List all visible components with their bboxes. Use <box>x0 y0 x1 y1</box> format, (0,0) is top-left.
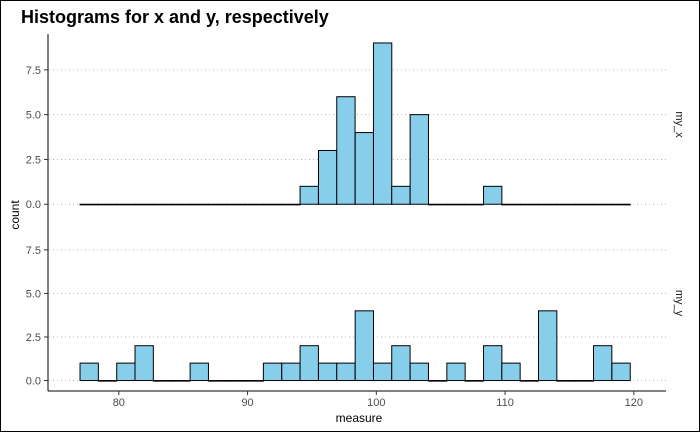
bar <box>354 132 375 205</box>
bar <box>281 203 301 206</box>
bar <box>519 203 539 206</box>
x-tick-label: 80 <box>113 397 125 409</box>
bar <box>556 203 576 206</box>
bar <box>409 114 429 205</box>
bar <box>226 380 246 382</box>
x-tick-label: 110 <box>496 397 514 409</box>
bar <box>336 96 356 205</box>
bar <box>152 203 173 206</box>
bar <box>189 203 209 206</box>
bar <box>427 380 448 382</box>
y-tick-label: 0.0 <box>26 376 41 388</box>
bar <box>391 345 411 382</box>
bar <box>611 203 631 206</box>
bar <box>501 362 521 382</box>
bar <box>409 362 429 382</box>
bar <box>354 310 375 382</box>
bar <box>483 345 503 382</box>
bar <box>244 380 264 382</box>
bar <box>538 203 558 206</box>
bar <box>574 203 595 206</box>
bar <box>189 362 209 382</box>
bar <box>317 149 338 205</box>
bar <box>464 380 484 382</box>
bar <box>446 362 466 382</box>
bar <box>97 380 118 382</box>
x-axis-title: measure <box>336 411 383 425</box>
bar <box>574 380 595 382</box>
x-tick-label: 90 <box>241 397 253 409</box>
bar <box>483 185 503 205</box>
panel-my_y: 0.0 2.5 5.0 7.5 my_y <box>26 215 685 391</box>
bar <box>134 203 154 206</box>
bar <box>299 185 319 205</box>
x-tick-label: 120 <box>625 397 643 409</box>
bar <box>611 362 631 382</box>
bar <box>134 345 154 382</box>
bar <box>171 380 191 382</box>
x-tick-label: 100 <box>367 397 385 409</box>
y-axis-title: count <box>8 200 22 230</box>
bar <box>226 203 246 206</box>
bar <box>519 380 539 382</box>
bar <box>299 345 319 382</box>
bar <box>262 362 283 382</box>
bar <box>152 380 173 382</box>
facet-label-my_y: my_y <box>673 290 685 317</box>
bar <box>336 362 356 382</box>
bar <box>372 42 393 205</box>
chart-title: Histograms for x and y, respectively <box>21 7 329 27</box>
panels: 0.0 2.5 5.0 7.5 my_x 0.0 2.5 5.0 7.5 my_y 80 90 100 1… <box>26 34 685 409</box>
bar <box>171 203 191 206</box>
bar <box>207 203 228 206</box>
bar <box>592 345 613 382</box>
y-tick-label: 7.5 <box>26 65 41 77</box>
bar <box>97 203 118 206</box>
bar <box>427 203 448 206</box>
bar <box>592 203 613 206</box>
bar <box>281 362 301 382</box>
bar <box>501 203 521 206</box>
bar <box>244 203 264 206</box>
bar <box>556 380 576 382</box>
bar <box>446 203 466 206</box>
y-tick-label: 0.0 <box>26 199 41 211</box>
bar <box>79 362 99 382</box>
y-tick-label: 2.5 <box>26 332 41 344</box>
bar <box>116 203 136 206</box>
bar <box>79 203 99 206</box>
y-tick-label: 7.5 <box>26 245 41 257</box>
y-tick-label: 2.5 <box>26 154 41 166</box>
bar <box>116 362 136 382</box>
y-tick-label: 5.0 <box>26 110 41 122</box>
bar <box>464 203 484 206</box>
facet-label-my_x: my_x <box>673 111 685 138</box>
bar <box>538 310 558 382</box>
bar <box>207 380 228 382</box>
panel-my_x: 0.0 2.5 5.0 7.5 my_x <box>26 34 685 215</box>
bar <box>372 362 393 382</box>
bar <box>391 185 411 205</box>
bar <box>317 362 338 382</box>
y-tick-label: 5.0 <box>26 288 41 300</box>
bar <box>262 203 283 206</box>
